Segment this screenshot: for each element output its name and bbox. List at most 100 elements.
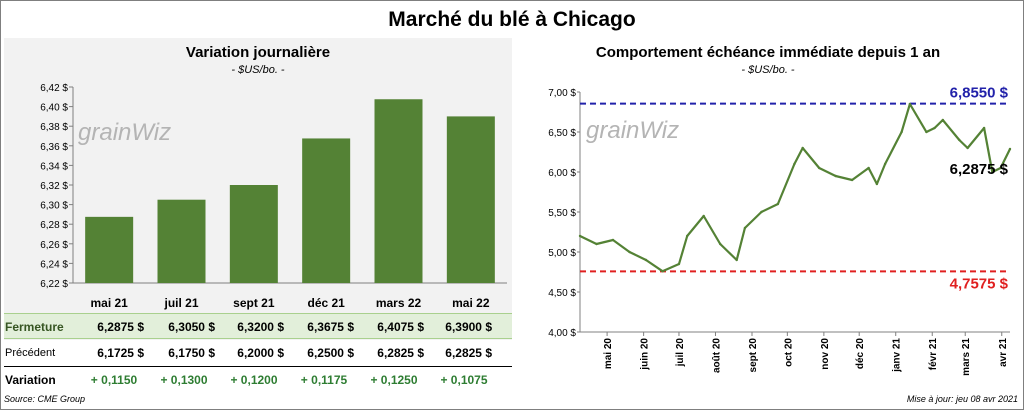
variation-cell: + 0,1075	[440, 373, 488, 387]
fermeture-cell: 6,4075 $	[377, 320, 424, 334]
one-year-panel	[517, 38, 1019, 392]
fermeture-cell: 6,3675 $	[307, 320, 354, 334]
fermeture-cell: 6,3900 $	[445, 320, 492, 334]
price-point	[793, 162, 796, 166]
price-point	[644, 258, 648, 262]
variation-cell: + 0,1300	[160, 373, 208, 387]
bar	[374, 99, 423, 283]
fermeture-cell: 6,3200 $	[237, 320, 284, 334]
page-title: Marché du blé à Chicago	[388, 8, 636, 31]
y-tick-label: 6,36 $	[40, 142, 68, 153]
bar	[85, 216, 134, 283]
y-tick-label: 6,28 $	[40, 220, 68, 231]
x-tick-label: déc 20	[855, 338, 866, 370]
price-point	[718, 242, 722, 246]
y-tick-label: 6,40 $	[40, 103, 68, 114]
price-point	[966, 146, 969, 150]
price-point	[686, 234, 689, 238]
price-point	[925, 130, 928, 134]
y-tick-label: 4,00 $	[548, 328, 576, 339]
price-point	[743, 226, 747, 230]
watermark-logo: grainWiz	[78, 119, 171, 146]
bar	[157, 199, 206, 283]
price-point	[578, 234, 582, 238]
y-tick-label: 6,32 $	[40, 181, 68, 192]
x-tick-label: janv 21	[892, 338, 903, 373]
daily-variation-title: Variation journalière	[185, 44, 331, 61]
last-price-label: 6,2875 $	[950, 161, 1009, 178]
precedent-cell: 6,1750 $	[168, 346, 215, 360]
x-tick-label: avr 21	[998, 338, 1009, 367]
y-tick-label: 6,30 $	[40, 201, 68, 212]
table-row-fermeture: Fermeture 6,2875 $ 6,3050 $ 6,3200 $ 6,3…	[4, 313, 512, 339]
y-tick-label: 6,26 $	[40, 240, 68, 251]
bar	[302, 138, 351, 283]
row-label-fermeture: Fermeture	[5, 320, 64, 334]
x-category-label: sept 21	[233, 296, 275, 310]
price-point	[817, 166, 821, 170]
x-tick-label: sept 20	[748, 338, 759, 373]
price-point	[611, 238, 615, 242]
price-point	[900, 130, 903, 134]
bar	[446, 116, 495, 284]
price-point	[982, 126, 986, 130]
precedent-cell: 6,1725 $	[97, 346, 144, 360]
x-category-label: déc 21	[307, 296, 345, 310]
x-category-label: mai 21	[90, 296, 128, 310]
watermark-logo: grainWiz	[586, 117, 679, 144]
price-point	[776, 202, 780, 206]
price-point	[677, 262, 681, 266]
table-row-precedent: Précédent 6,1725 $ 6,1750 $ 6,2000 $ 6,2…	[4, 340, 512, 366]
price-point	[991, 170, 994, 174]
x-tick-label: oct 20	[783, 338, 794, 367]
x-category-label: juil 21	[163, 296, 198, 310]
price-point	[933, 126, 936, 130]
price-point	[834, 174, 837, 178]
fermeture-cell: 6,3050 $	[168, 320, 215, 334]
y-tick-label: 6,24 $	[40, 259, 68, 270]
price-point	[958, 138, 961, 142]
y-tick-label: 4,50 $	[548, 288, 576, 299]
price-point	[735, 258, 738, 262]
x-tick-label: mai 20	[603, 338, 614, 370]
price-point	[595, 242, 598, 246]
variation-cell: + 0,1150	[90, 373, 138, 387]
daily-variation-subtitle: - $US/bo. -	[231, 64, 285, 76]
table-row-variation: Variation + 0,1150 + 0,1300 + 0,1200 + 0…	[4, 366, 512, 392]
x-tick-label: nov 20	[820, 338, 831, 370]
row-label-variation: Variation	[5, 373, 56, 387]
x-tick-label: mars 21	[961, 338, 972, 376]
price-point	[661, 270, 664, 273]
x-tick-label: juil 20	[675, 338, 686, 368]
y-tick-label: 6,22 $	[40, 279, 68, 290]
variation-cell: + 0,1175	[300, 373, 348, 387]
price-point	[883, 162, 887, 166]
price-point	[999, 166, 1002, 170]
one-year-subtitle: - $US/bo. -	[741, 64, 795, 76]
precedent-cell: 6,2825 $	[445, 346, 492, 360]
price-point	[908, 102, 912, 106]
precedent-cell: 6,2000 $	[237, 346, 284, 360]
y-tick-label: 6,34 $	[40, 161, 68, 172]
x-tick-label: juin 20	[640, 338, 651, 371]
y-tick-label: 5,50 $	[548, 208, 576, 219]
source-note: Source: CME Group	[4, 394, 86, 404]
fermeture-cell: 6,2875 $	[97, 320, 144, 334]
price-point	[628, 250, 631, 254]
y-tick-label: 6,50 $	[548, 128, 576, 139]
price-point	[867, 166, 870, 170]
price-point	[801, 146, 804, 150]
y-tick-label: 7,00 $	[548, 88, 576, 99]
bar	[229, 185, 278, 283]
y-tick-label: 6,00 $	[548, 168, 576, 179]
x-category-label: mars 22	[376, 296, 422, 310]
y-tick-label: 6,38 $	[40, 122, 68, 133]
x-tick-label: févr 21	[928, 338, 939, 371]
update-note: Mise à jour: jeu 08 avr 2021	[906, 394, 1018, 404]
price-point	[850, 178, 854, 182]
high-label: 6,8550 $	[950, 85, 1009, 102]
variation-cell: + 0,1250	[370, 373, 418, 387]
price-point	[1008, 147, 1012, 151]
